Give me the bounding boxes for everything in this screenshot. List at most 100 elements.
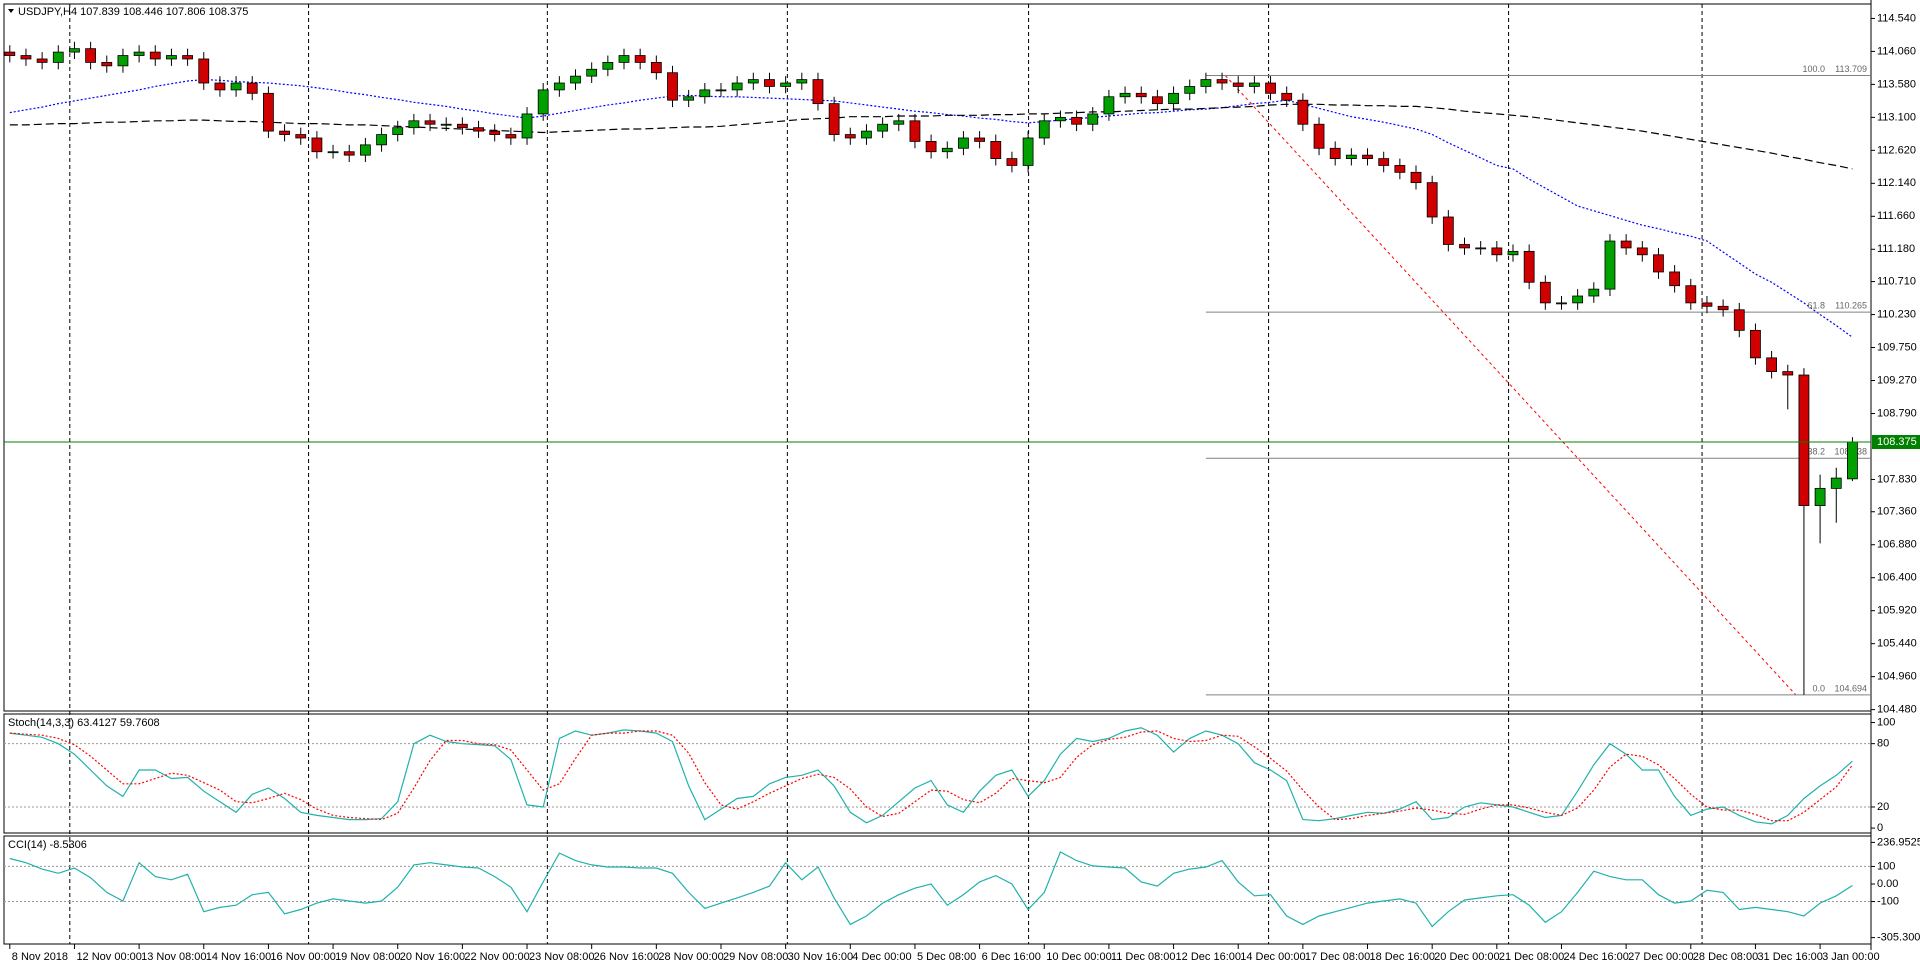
y-tick-label: 112.140 <box>1877 177 1916 189</box>
fib-ratio: 100.0 <box>1802 64 1825 74</box>
candle-body <box>521 113 533 139</box>
fib-price: 110.265 <box>1835 301 1867 311</box>
candle-body <box>456 123 468 129</box>
y-tick-label: 107.360 <box>1877 506 1917 518</box>
candle-body <box>1701 302 1713 307</box>
candle-body <box>1297 99 1309 125</box>
candle-body <box>343 151 355 156</box>
candle-body <box>1345 154 1357 159</box>
moving-average <box>9 103 1853 170</box>
candle-body <box>1539 281 1551 304</box>
candle-body <box>844 134 856 139</box>
candle-body <box>1038 120 1050 139</box>
x-tick-label: 27 Dec 00:00 <box>1628 951 1693 963</box>
candle-body <box>909 120 921 142</box>
candle-body <box>1491 247 1503 256</box>
candle-body <box>1766 357 1778 372</box>
candle-body <box>489 130 501 135</box>
candle-body <box>133 51 145 56</box>
candle-body <box>1798 374 1810 506</box>
candle-body <box>101 62 113 67</box>
fib-price: 104.694 <box>1834 683 1867 693</box>
candle-body <box>424 120 436 125</box>
x-tick-label: 3 Jan 00:00 <box>1822 951 1880 963</box>
candle-body <box>1620 240 1632 249</box>
y-tick-label: 104.960 <box>1877 671 1917 683</box>
candle-body <box>327 151 339 154</box>
candle-body <box>117 55 129 67</box>
indicator-line <box>9 851 1853 928</box>
candle-body <box>295 134 307 139</box>
x-tick-label: 21 Dec 08:00 <box>1499 951 1564 963</box>
x-tick-label: 20 Nov 16:00 <box>400 951 465 963</box>
candle-body <box>1636 247 1648 256</box>
x-tick-label: 18 Dec 16:00 <box>1370 951 1435 963</box>
candle-body <box>166 55 177 60</box>
candle-body <box>828 103 840 135</box>
candle-body <box>1135 92 1147 98</box>
candle-body <box>537 89 549 115</box>
candle-body <box>812 79 824 105</box>
candle-body <box>1151 96 1163 105</box>
candle-body <box>505 134 517 139</box>
panel-title: Stoch(14,3,3) 63.4127 59.7608 <box>8 717 160 729</box>
candle-body <box>602 62 614 70</box>
panel-title: CCI(14) -8.5306 <box>8 839 87 851</box>
candle-body <box>1556 302 1567 305</box>
x-tick-label: 14 Dec 00:00 <box>1240 951 1305 963</box>
candle-body <box>1507 250 1519 256</box>
x-tick-label: 11 Dec 08:00 <box>1111 951 1176 963</box>
candle-body <box>958 137 969 149</box>
y-tick-label: 113.100 <box>1877 111 1916 123</box>
x-tick-label: 5 Dec 08:00 <box>917 951 976 963</box>
fib-ratio: 0.0 <box>1812 683 1825 693</box>
candle-body <box>747 79 759 84</box>
candle-body <box>1200 79 1212 87</box>
x-tick-label: 17 Dec 08:00 <box>1305 951 1370 963</box>
candle-body <box>1168 92 1179 105</box>
candle-body <box>246 82 258 94</box>
y-tick-label: 111.180 <box>1877 243 1915 255</box>
candle-body <box>473 127 484 132</box>
candle-body <box>440 123 452 126</box>
x-tick-label: 6 Dec 16:00 <box>982 951 1041 963</box>
x-tick-label: 12 Nov 00:00 <box>76 951 141 963</box>
y-tick-label: -100 <box>1877 895 1899 907</box>
x-tick-label: 19 Nov 08:00 <box>335 951 400 963</box>
candle-body <box>1184 86 1196 94</box>
y-tick-label: 111.660 <box>1877 210 1915 222</box>
candle-body <box>570 75 581 84</box>
candle-body <box>1426 182 1438 218</box>
candle-body <box>1847 441 1858 480</box>
y-tick-label: 106.400 <box>1877 572 1917 584</box>
candle-body <box>1588 288 1600 297</box>
candle-body <box>263 92 274 132</box>
candle-body <box>925 141 937 153</box>
x-tick-label: 16 Nov 00:00 <box>270 951 335 963</box>
x-tick-label: 10 Dec 00:00 <box>1046 951 1111 963</box>
indicator-line <box>9 730 1853 822</box>
candle-body <box>1232 82 1244 87</box>
candle-body <box>1523 250 1535 283</box>
candle-body <box>1733 309 1745 331</box>
x-tick-label: 13 Nov 08:00 <box>141 951 206 963</box>
y-tick-label: 105.440 <box>1877 638 1917 650</box>
candle-body <box>69 48 80 53</box>
y-tick-label: 107.830 <box>1877 473 1917 485</box>
candle-body <box>36 58 48 63</box>
candle-body <box>683 96 695 101</box>
candle-body <box>1459 244 1470 249</box>
candle-body <box>796 79 808 84</box>
candle-body <box>634 55 646 63</box>
last-price-label: 108.375 <box>1877 436 1917 448</box>
y-tick-label: 20 <box>1877 801 1889 813</box>
candle-body <box>1022 137 1034 166</box>
x-tick-label: 12 Dec 16:00 <box>1176 951 1241 963</box>
candle-body <box>618 55 630 63</box>
candle-body <box>1281 92 1293 101</box>
candle-body <box>974 137 985 142</box>
candle-body <box>650 62 662 74</box>
candle-body <box>1362 154 1373 159</box>
y-tick-label: 100 <box>1877 860 1895 872</box>
